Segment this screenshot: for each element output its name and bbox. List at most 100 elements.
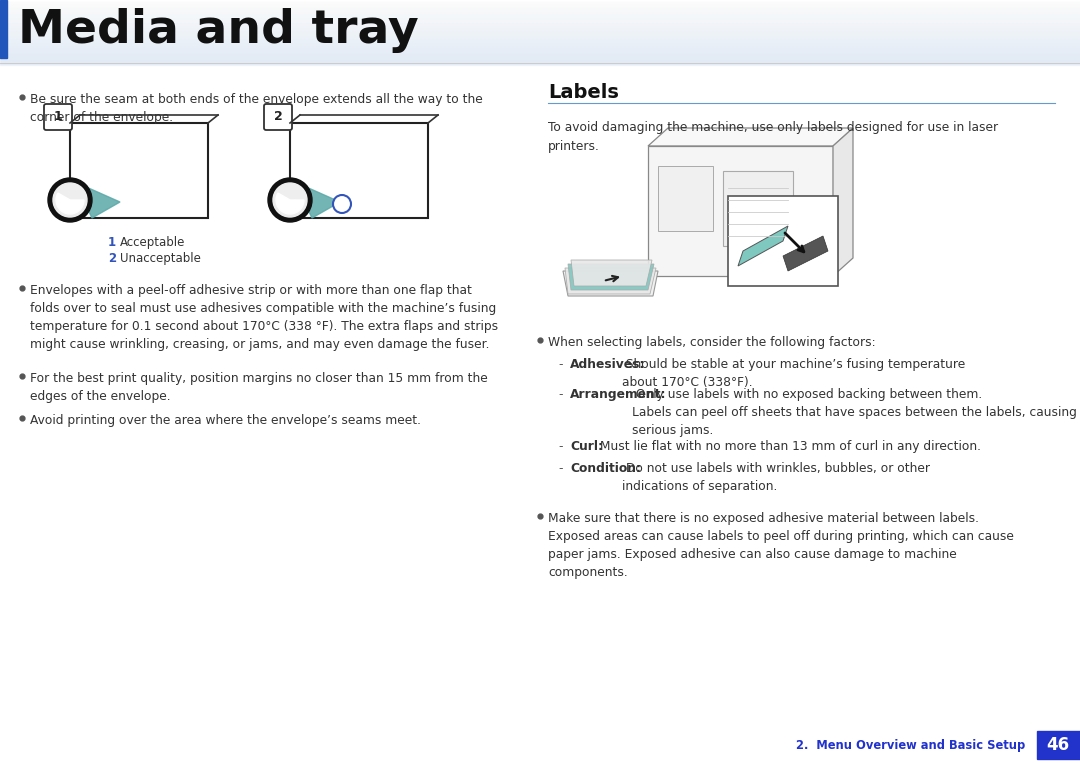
- Bar: [0, 30, 1080, 31]
- Bar: [648, 146, 833, 276]
- Bar: [0, 36, 1080, 37]
- Bar: [0, 13, 1080, 14]
- Bar: [0, 2, 1080, 3]
- Bar: [0, 46, 1080, 47]
- Text: 2: 2: [108, 252, 117, 265]
- Bar: [0, 5, 1080, 6]
- Bar: [0, 63, 1080, 64]
- Bar: [0, 42, 1080, 43]
- Bar: [0, 28, 1080, 29]
- Bar: [0, 60, 1080, 61]
- Circle shape: [273, 183, 307, 217]
- Bar: [0, 38, 1080, 39]
- Bar: [0, 57, 1080, 58]
- Text: Media and tray: Media and tray: [18, 8, 419, 53]
- Polygon shape: [565, 268, 656, 294]
- Bar: [0, 58, 1080, 59]
- Bar: [0, 64, 1080, 65]
- Text: 46: 46: [1047, 736, 1069, 754]
- Bar: [0, 0, 1080, 1]
- Circle shape: [268, 178, 312, 222]
- Bar: [0, 4, 1080, 5]
- Bar: [0, 62, 1080, 63]
- Bar: [0, 48, 1080, 49]
- Bar: [0, 29, 1080, 30]
- Bar: [0, 10, 1080, 11]
- Bar: [0, 31, 1080, 32]
- Bar: [0, 20, 1080, 21]
- Text: Must lie flat with no more than 13 mm of curl in any direction.: Must lie flat with no more than 13 mm of…: [596, 440, 981, 453]
- Text: Envelopes with a peel-off adhesive strip or with more than one flap that
folds o: Envelopes with a peel-off adhesive strip…: [30, 284, 498, 351]
- Text: Arrangement:: Arrangement:: [570, 388, 666, 401]
- Bar: [0, 51, 1080, 52]
- Text: Only use labels with no exposed backing between them.
Labels can peel off sheets: Only use labels with no exposed backing …: [632, 388, 1077, 437]
- Polygon shape: [648, 128, 853, 146]
- Bar: [0, 45, 1080, 46]
- Bar: [0, 49, 1080, 50]
- Text: 2: 2: [273, 111, 282, 124]
- Bar: [0, 32, 1080, 33]
- Bar: [658, 166, 713, 231]
- Text: -: -: [558, 358, 563, 371]
- Bar: [70, 123, 208, 218]
- Bar: [0, 43, 1080, 44]
- Text: Curl:: Curl:: [570, 440, 603, 453]
- Text: Make sure that there is no exposed adhesive material between labels.
Exposed are: Make sure that there is no exposed adhes…: [548, 512, 1014, 579]
- Bar: [0, 12, 1080, 13]
- Bar: [0, 23, 1080, 24]
- Text: To avoid damaging the machine, use only labels designed for use in laser
printer: To avoid damaging the machine, use only …: [548, 121, 998, 153]
- Bar: [0, 27, 1080, 28]
- Bar: [0, 33, 1080, 34]
- Text: Labels: Labels: [548, 83, 619, 102]
- Bar: [0, 54, 1080, 55]
- Bar: [291, 123, 428, 218]
- Polygon shape: [738, 226, 788, 266]
- Text: 1: 1: [108, 236, 117, 249]
- Bar: [0, 11, 1080, 12]
- Bar: [0, 56, 1080, 57]
- Polygon shape: [568, 264, 654, 290]
- Text: Do not use labels with wrinkles, bubbles, or other
indications of separation.: Do not use labels with wrinkles, bubbles…: [621, 462, 930, 493]
- FancyBboxPatch shape: [44, 104, 72, 130]
- Bar: [723, 171, 793, 246]
- FancyBboxPatch shape: [264, 104, 292, 130]
- Polygon shape: [563, 271, 658, 296]
- Text: For the best print quality, position margins no closer than 15 mm from the
edges: For the best print quality, position mar…: [30, 372, 488, 403]
- Bar: [0, 26, 1080, 27]
- Bar: [0, 40, 1080, 41]
- Bar: [0, 19, 1080, 20]
- Bar: [0, 22, 1080, 23]
- Bar: [0, 8, 1080, 9]
- Bar: [0, 3, 1080, 4]
- Text: Condition:: Condition:: [570, 462, 642, 475]
- Text: -: -: [558, 440, 563, 453]
- Bar: [0, 7, 1080, 8]
- Bar: [0, 1, 1080, 2]
- Text: 2.  Menu Overview and Basic Setup: 2. Menu Overview and Basic Setup: [796, 739, 1025, 752]
- Bar: [0, 21, 1080, 22]
- Bar: [0, 44, 1080, 45]
- Text: -: -: [558, 388, 563, 401]
- Polygon shape: [833, 128, 853, 276]
- Bar: [0, 34, 1080, 35]
- Bar: [0, 25, 1080, 26]
- Bar: [0, 9, 1080, 10]
- Bar: [0, 35, 1080, 36]
- Bar: [0, 16, 1080, 17]
- Text: Unacceptable: Unacceptable: [120, 252, 201, 265]
- Polygon shape: [75, 182, 120, 218]
- Bar: [0, 61, 1080, 62]
- Bar: [0, 50, 1080, 51]
- Polygon shape: [783, 236, 828, 271]
- Wedge shape: [56, 193, 84, 214]
- Bar: [0, 37, 1080, 38]
- Bar: [728, 196, 838, 286]
- Text: Avoid printing over the area where the envelope’s seams meet.: Avoid printing over the area where the e…: [30, 414, 421, 427]
- Bar: [0, 59, 1080, 60]
- Bar: [0, 55, 1080, 56]
- Bar: [0, 0, 6, 58]
- Bar: [1037, 731, 1080, 759]
- Text: Should be stable at your machine’s fusing temperature
about 170°C (338°F).: Should be stable at your machine’s fusin…: [621, 358, 964, 389]
- Text: 1: 1: [54, 111, 63, 124]
- Bar: [0, 17, 1080, 18]
